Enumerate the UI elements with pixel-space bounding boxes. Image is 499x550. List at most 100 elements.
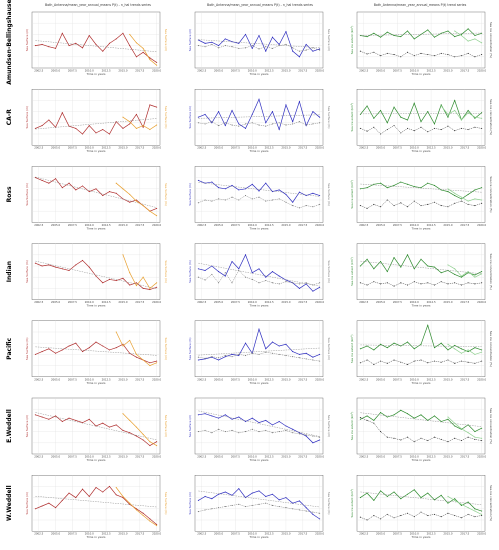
data-point bbox=[481, 117, 483, 119]
data-point bbox=[413, 55, 415, 57]
data-point bbox=[454, 344, 456, 346]
data-point bbox=[393, 205, 395, 207]
data-point bbox=[258, 124, 260, 126]
data-point bbox=[88, 191, 90, 193]
data-point bbox=[61, 187, 63, 189]
data-point bbox=[359, 127, 361, 129]
data-point bbox=[231, 124, 233, 126]
chart-panel: 2002.5 2005.0 2007.5 2010.0 2012.5 2015.0 2017… bbox=[25, 397, 168, 462]
data-point bbox=[231, 109, 233, 112]
y-axis-label-right: Sea Surface (m) bbox=[164, 29, 168, 52]
data-point bbox=[224, 45, 226, 47]
data-point bbox=[211, 43, 213, 46]
x-tick-label: 2002.5 bbox=[359, 455, 368, 459]
data-point bbox=[440, 438, 442, 440]
data-point bbox=[406, 183, 409, 185]
data-point bbox=[454, 273, 456, 275]
data-point bbox=[197, 356, 199, 358]
x-tick-label: 2012.5 bbox=[102, 455, 111, 459]
data-point bbox=[440, 205, 442, 207]
data-point bbox=[420, 121, 422, 123]
x-tick-label: 2005.0 bbox=[376, 146, 385, 150]
panel-frame bbox=[194, 243, 324, 300]
x-tick-label: 2015.0 bbox=[281, 532, 290, 536]
data-point bbox=[474, 508, 476, 510]
data-point bbox=[81, 488, 84, 490]
data-point bbox=[218, 271, 220, 273]
x-tick-label: 2002.5 bbox=[34, 455, 43, 459]
x-tick-label: 2005.0 bbox=[376, 223, 385, 227]
data-point bbox=[474, 126, 476, 128]
data-point bbox=[447, 116, 449, 118]
data-point bbox=[386, 362, 388, 364]
data-point bbox=[204, 495, 206, 498]
x-tick-label: 2012.5 bbox=[102, 532, 111, 536]
data-point bbox=[433, 266, 436, 268]
x-tick-label: 2002.5 bbox=[359, 377, 368, 381]
data-point bbox=[135, 42, 137, 44]
data-point bbox=[224, 354, 226, 357]
data-point bbox=[380, 431, 382, 433]
data-point bbox=[218, 417, 220, 419]
y-axis-label-left: Sea Surface (m) bbox=[188, 415, 192, 438]
data-point bbox=[55, 352, 57, 354]
data-point bbox=[142, 125, 144, 127]
data-point bbox=[271, 123, 274, 125]
y-axis-label-left: Sea Surface (m) bbox=[188, 260, 192, 283]
data-point bbox=[197, 179, 199, 181]
data-point bbox=[447, 359, 449, 361]
data-point bbox=[278, 43, 280, 46]
data-point bbox=[366, 284, 368, 286]
data-point bbox=[481, 112, 483, 114]
data-point bbox=[298, 357, 300, 359]
data-point bbox=[433, 499, 436, 501]
x-tick-label: 2012.5 bbox=[265, 377, 274, 381]
data-point bbox=[447, 125, 449, 127]
data-point bbox=[41, 505, 43, 507]
x-tick-label: 2010.0 bbox=[85, 455, 94, 459]
data-point bbox=[278, 345, 280, 347]
x-tick-label: 2015.0 bbox=[443, 69, 452, 73]
x-tick-label: 2007.5 bbox=[231, 146, 240, 150]
y-axis-label-left: Sea ice extent (km²) bbox=[350, 335, 354, 364]
data-point bbox=[108, 426, 111, 428]
data-point bbox=[373, 32, 375, 34]
data-point bbox=[108, 42, 111, 44]
data-point bbox=[81, 185, 84, 187]
trend-line bbox=[35, 118, 157, 130]
data-point bbox=[95, 341, 97, 343]
chart-panel: 2002.5 2005.0 2007.5 2010.0 2012.5 2015.0 2017… bbox=[350, 243, 493, 308]
data-point bbox=[413, 441, 415, 443]
data-point bbox=[218, 187, 220, 189]
data-point bbox=[460, 127, 462, 129]
row-label: E.Weddell bbox=[6, 409, 13, 443]
panel-frame bbox=[31, 166, 161, 223]
data-point bbox=[393, 517, 395, 519]
y-axis-label-left: Sea Surface (m) bbox=[188, 183, 192, 206]
data-point bbox=[433, 201, 436, 203]
data-point bbox=[211, 273, 213, 275]
data-point bbox=[244, 254, 247, 256]
x-tick-label: 2005.0 bbox=[51, 146, 60, 150]
trend-line bbox=[198, 490, 320, 508]
x-tick-label: 2007.5 bbox=[231, 223, 240, 227]
x-axis-label: Time in years bbox=[411, 535, 431, 539]
data-point bbox=[218, 111, 220, 113]
data-point bbox=[433, 123, 436, 125]
y-axis-label-left: Sea ice extent (km²) bbox=[350, 489, 354, 518]
data-point bbox=[75, 419, 77, 421]
data-point bbox=[386, 52, 388, 54]
data-point bbox=[393, 342, 395, 344]
x-tick-label: 2012.5 bbox=[265, 69, 274, 73]
data-point bbox=[460, 198, 462, 200]
x-axis-label: Time in years bbox=[86, 458, 106, 462]
x-tick-label: 2002.5 bbox=[197, 223, 206, 227]
data-point bbox=[238, 269, 240, 272]
data-point bbox=[156, 523, 158, 526]
data-point bbox=[386, 31, 388, 33]
column-titles: Both_Antenna/mean_year_annual_means P(t)… bbox=[45, 3, 467, 7]
data-point bbox=[380, 360, 382, 362]
data-point bbox=[135, 508, 137, 510]
data-point bbox=[271, 47, 274, 49]
